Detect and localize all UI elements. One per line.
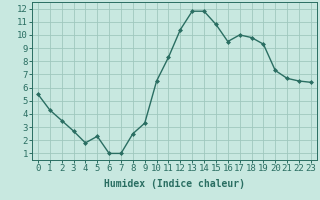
X-axis label: Humidex (Indice chaleur): Humidex (Indice chaleur) (104, 179, 245, 189)
